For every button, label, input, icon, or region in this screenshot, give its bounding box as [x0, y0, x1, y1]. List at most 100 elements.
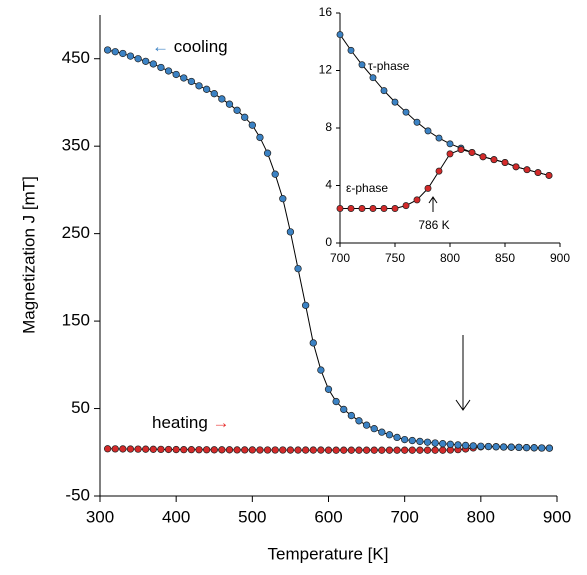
data-point: [416, 437, 424, 446]
data-point: [218, 95, 226, 103]
data-point: [180, 74, 188, 82]
data-point: [256, 446, 264, 454]
data-point: [119, 49, 127, 58]
x-tick-label: 850: [495, 251, 515, 265]
data-point: [515, 443, 523, 452]
data-point: [126, 445, 135, 453]
data-point: [490, 156, 498, 164]
data-point: [347, 46, 355, 54]
data-point: [468, 148, 476, 156]
data-point: [393, 433, 401, 442]
data-point: [241, 446, 249, 454]
data-point: [336, 31, 344, 39]
data-point: [317, 446, 325, 454]
x-tick-label: 750: [385, 251, 405, 265]
data-point: [512, 163, 520, 171]
data-point: [263, 446, 272, 454]
data-point: [413, 196, 421, 204]
y-tick-label: 12: [319, 63, 333, 77]
data-point: [157, 445, 165, 454]
inset-chart: 0 4 8 12 16 700 750 800 850 900 τ-phase ε-phase 786 …: [319, 5, 571, 265]
arrow-head: [428, 196, 438, 204]
data-point: [225, 446, 234, 454]
data-point: [413, 118, 421, 126]
data-point: [347, 205, 355, 212]
data-point: [401, 446, 409, 454]
data-point: [279, 195, 287, 203]
y-tick-label: 50: [71, 398, 90, 417]
data-point: [479, 153, 487, 161]
data-point: [164, 445, 173, 454]
data-point: [416, 446, 424, 454]
x-tick-label: 600: [314, 507, 342, 526]
data-point: [362, 446, 371, 454]
data-point: [545, 171, 553, 179]
data-point: [358, 61, 366, 69]
y-tick-label: 150: [62, 311, 90, 330]
data-point: [424, 127, 432, 135]
data-point: [324, 446, 333, 454]
data-point: [256, 133, 264, 142]
data-point: [362, 421, 371, 429]
x-axis-label: Temperature [K]: [268, 544, 389, 563]
data-point: [294, 446, 302, 454]
data-point: [370, 425, 378, 433]
annotation-text: cooling: [174, 37, 228, 56]
data-point: [103, 46, 112, 54]
annotation: 786 K: [418, 218, 449, 232]
data-point: [538, 444, 546, 452]
data-point: [180, 445, 188, 454]
data-point: [408, 446, 416, 454]
data-point: [134, 445, 142, 453]
data-point: [309, 446, 317, 454]
x-tick-label: 400: [162, 507, 190, 526]
data-point: [545, 444, 554, 452]
data-point: [378, 428, 386, 436]
data-point: [477, 442, 485, 450]
data-point: [423, 446, 432, 454]
data-point: [522, 443, 531, 452]
data-point: [431, 446, 439, 454]
data-point: [103, 445, 112, 453]
x-tick-label: 500: [238, 507, 266, 526]
data-point: [187, 445, 196, 454]
y-tick-label: 4: [325, 178, 332, 192]
annotation-arrow: ←: [152, 37, 169, 56]
y-tick-label: 450: [62, 48, 90, 67]
data-point: [149, 60, 157, 68]
data-point: [172, 70, 180, 79]
data-point: [263, 149, 272, 157]
data-point: [317, 366, 325, 374]
y-tick-label: 16: [319, 5, 333, 19]
x-tick-label: 700: [390, 507, 418, 526]
y-tick-label: 8: [325, 120, 332, 134]
data-point: [142, 57, 150, 66]
x-tick-label: 700: [330, 251, 350, 265]
data-point: [457, 146, 465, 154]
data-point: [424, 184, 432, 192]
data-point: [302, 446, 310, 454]
data-point: [461, 441, 470, 450]
data-point: [391, 205, 399, 212]
data-point: [210, 90, 218, 98]
data-point: [401, 435, 409, 444]
data-point: [370, 446, 378, 454]
data-point: [369, 205, 377, 212]
main-chart: -50 50 150 250 350 450 300 400 500 600 700 800 900 ← …: [62, 15, 571, 526]
data-point: [380, 87, 388, 95]
data-point: [149, 445, 157, 453]
data-point: [431, 439, 439, 447]
x-tick-label: 800: [467, 507, 495, 526]
data-point: [279, 446, 287, 454]
inset-background: [322, 0, 587, 272]
data-point: [358, 205, 366, 212]
annotation: ← cooling: [152, 37, 228, 56]
data-point: [248, 446, 256, 454]
data-point: [446, 440, 455, 448]
data-point: [210, 446, 218, 454]
data-point: [164, 67, 173, 75]
data-point: [111, 445, 119, 453]
y-tick-label: 250: [62, 223, 90, 242]
data-point: [225, 100, 234, 108]
